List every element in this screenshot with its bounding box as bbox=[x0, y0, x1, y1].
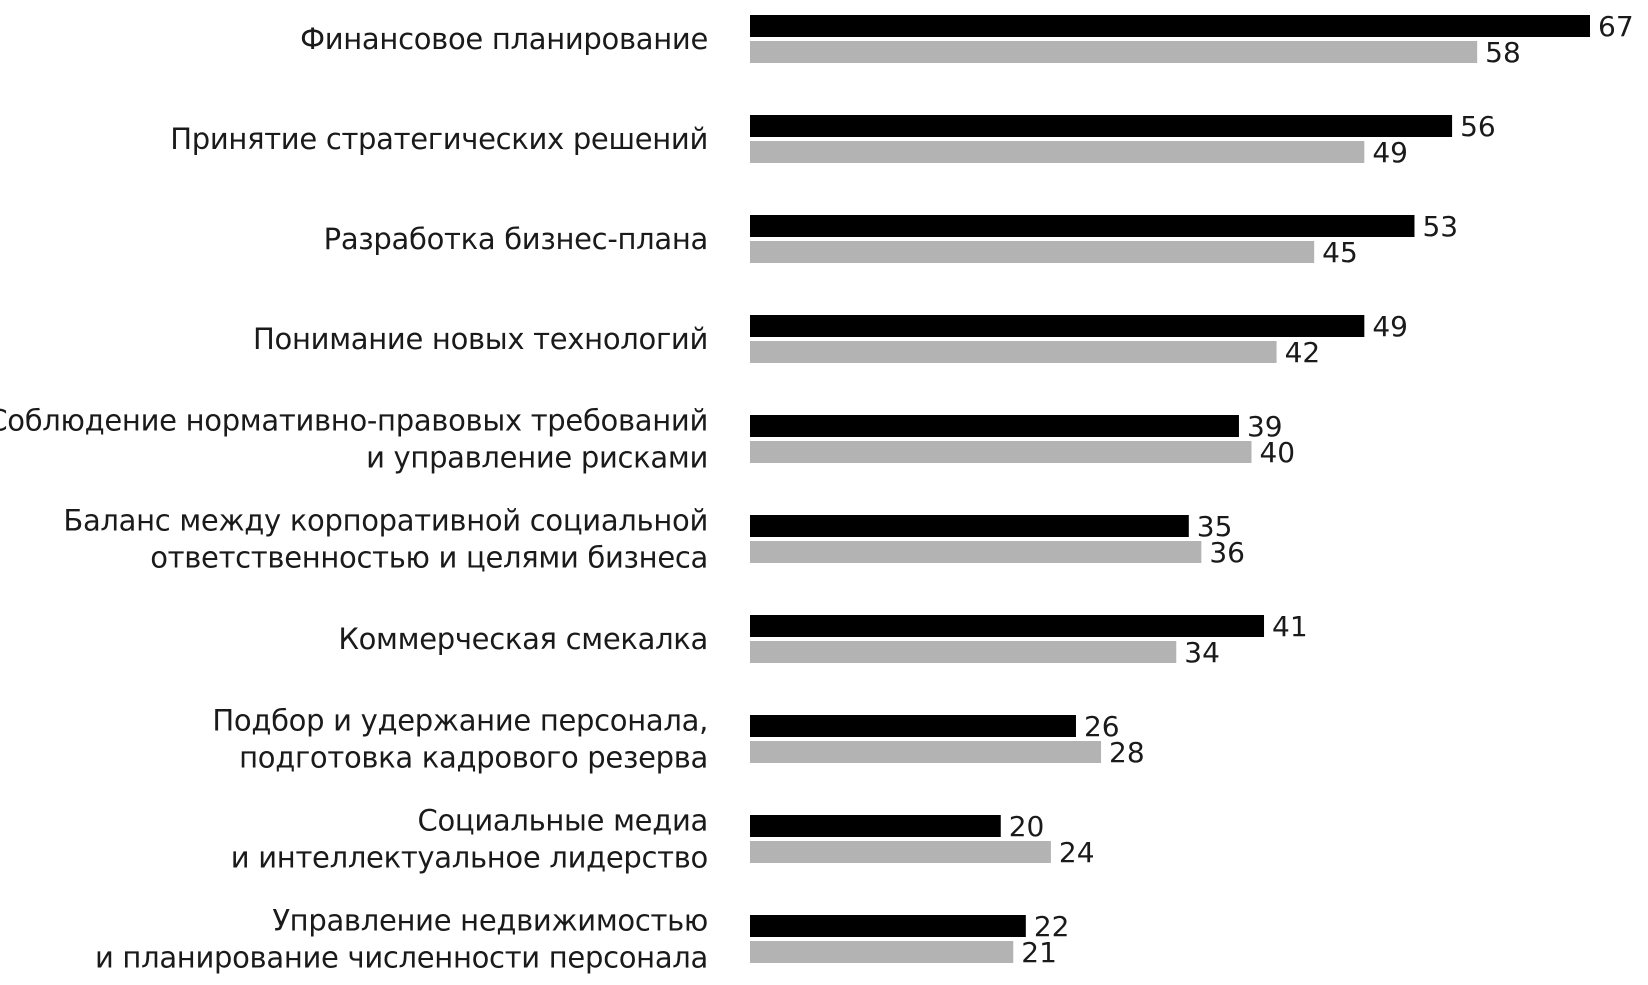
data-label: 39 bbox=[1247, 410, 1283, 443]
bar-series-2 bbox=[750, 941, 1014, 963]
data-label: 40 bbox=[1259, 436, 1295, 469]
bar-group: Подбор и удержание персонала,подготовка … bbox=[212, 704, 1144, 775]
bar-group: Принятие стратегических решений 56 49 bbox=[170, 110, 1495, 169]
data-label: 34 bbox=[1184, 636, 1220, 669]
data-label: 58 bbox=[1485, 36, 1521, 69]
bar-series-1 bbox=[750, 215, 1415, 237]
category-label: Соблюдение нормативно-правовых требовани… bbox=[0, 404, 708, 438]
bar-series-1 bbox=[750, 715, 1076, 737]
bar-series-2 bbox=[750, 241, 1315, 263]
bar-group: Разработка бизнес-плана 53 45 bbox=[324, 210, 1458, 269]
bar-series-2 bbox=[750, 341, 1277, 363]
bar-series-1 bbox=[750, 615, 1265, 637]
category-label: Подбор и удержание персонала, bbox=[212, 704, 708, 738]
category-label: и интеллектуальное лидерство bbox=[231, 841, 708, 875]
category-label: и управление рисками bbox=[366, 441, 708, 475]
data-label: 49 bbox=[1372, 136, 1408, 169]
category-label: Разработка бизнес-плана bbox=[324, 222, 708, 256]
data-label: 42 bbox=[1285, 336, 1321, 369]
category-label: и планирование численности персонала bbox=[95, 941, 708, 975]
data-label: 26 bbox=[1084, 710, 1120, 743]
bar-series-2 bbox=[750, 841, 1051, 863]
data-label: 21 bbox=[1021, 936, 1057, 969]
data-label: 28 bbox=[1109, 736, 1145, 769]
bar-group: Соблюдение нормативно-правовых требовани… bbox=[0, 404, 1295, 475]
bar-series-1 bbox=[750, 915, 1026, 937]
category-label: Управление недвижимостью bbox=[272, 904, 708, 938]
data-label: 36 bbox=[1209, 536, 1245, 569]
bar-series-1 bbox=[750, 415, 1239, 437]
data-label: 67 bbox=[1598, 10, 1634, 43]
bar-series-2 bbox=[750, 141, 1365, 163]
bar-series-1 bbox=[750, 515, 1189, 537]
category-label: Понимание новых технологий bbox=[253, 322, 708, 356]
bar-group: Финансовое планирование 67 58 bbox=[300, 10, 1634, 69]
bar-series-2 bbox=[750, 741, 1102, 763]
data-label: 53 bbox=[1422, 210, 1458, 243]
data-label: 20 bbox=[1009, 810, 1045, 843]
bar-group: Коммерческая смекалка 41 34 bbox=[338, 610, 1307, 669]
category-label: Баланс между корпоративной социальной bbox=[63, 504, 708, 538]
bar-group: Баланс между корпоративной социальнойотв… bbox=[63, 504, 1245, 575]
bar-series-1 bbox=[750, 315, 1365, 337]
bar-series-2 bbox=[750, 41, 1478, 63]
category-label: Социальные медиа bbox=[418, 804, 708, 838]
bar-series-2 bbox=[750, 641, 1177, 663]
bar-series-1 bbox=[750, 815, 1001, 837]
category-label: Принятие стратегических решений bbox=[170, 122, 708, 156]
data-label: 41 bbox=[1272, 610, 1308, 643]
bar-group: Понимание новых технологий 49 42 bbox=[253, 310, 1408, 369]
data-label: 35 bbox=[1197, 510, 1233, 543]
bar-series-1 bbox=[750, 115, 1453, 137]
category-label: подготовка кадрового резерва bbox=[239, 741, 708, 775]
data-label: 56 bbox=[1460, 110, 1496, 143]
category-label: Коммерческая смекалка bbox=[338, 622, 708, 656]
data-label: 45 bbox=[1322, 236, 1358, 269]
bar-series-1 bbox=[750, 15, 1590, 37]
bar-series-2 bbox=[750, 441, 1252, 463]
category-label: Финансовое планирование bbox=[300, 22, 708, 56]
data-label: 22 bbox=[1034, 910, 1070, 943]
bar-series-2 bbox=[750, 541, 1202, 563]
category-label: ответственностью и целями бизнеса bbox=[150, 541, 708, 575]
data-label: 49 bbox=[1372, 310, 1408, 343]
data-label: 24 bbox=[1059, 836, 1095, 869]
